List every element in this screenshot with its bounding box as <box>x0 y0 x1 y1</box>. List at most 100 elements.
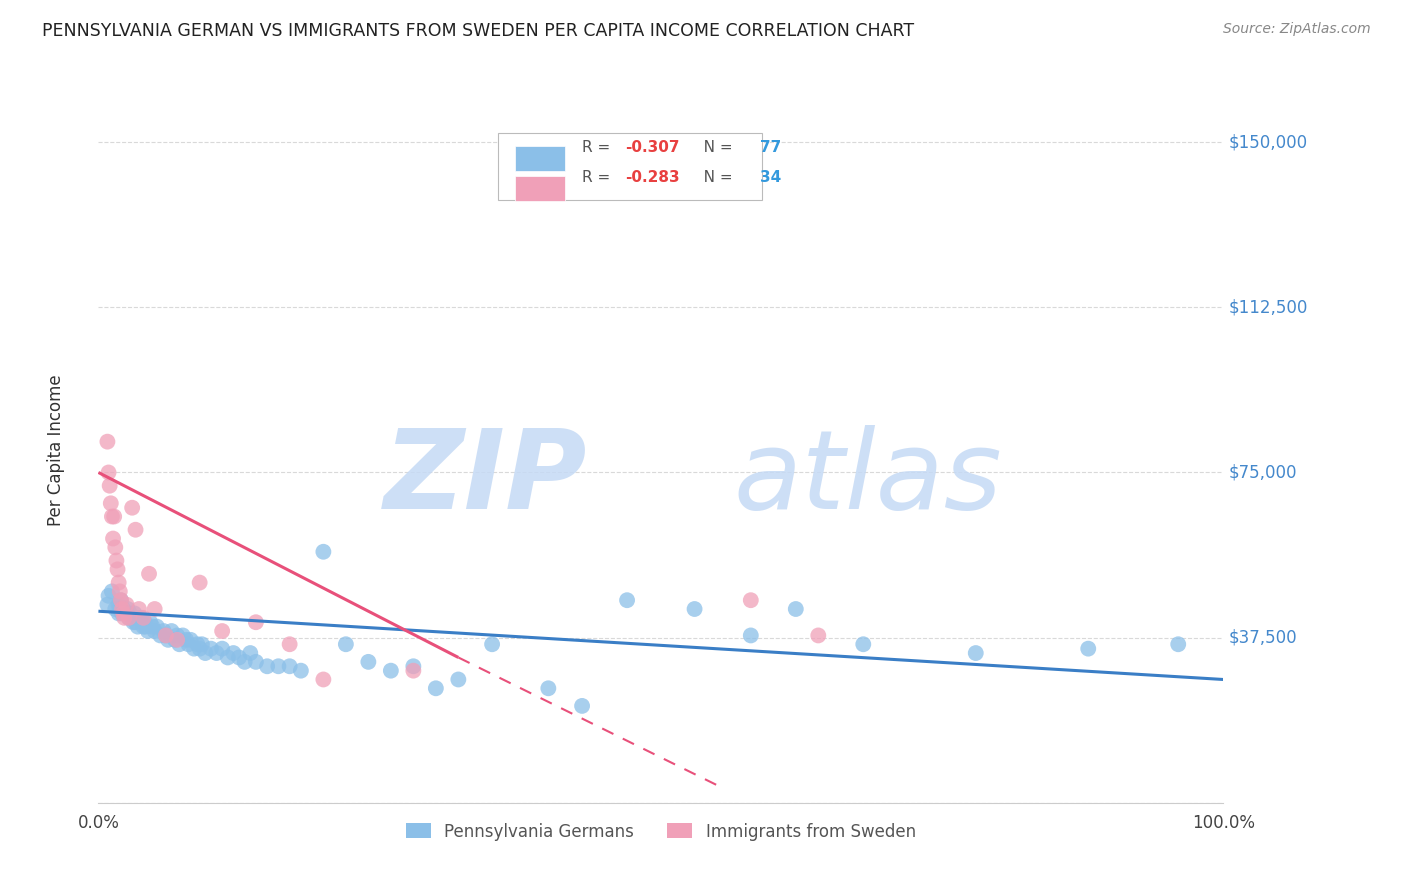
Legend: Pennsylvania Germans, Immigrants from Sweden: Pennsylvania Germans, Immigrants from Sw… <box>399 816 922 847</box>
Point <box>256 659 278 673</box>
Point <box>143 624 166 638</box>
Point <box>149 628 172 642</box>
Point <box>245 655 267 669</box>
Text: Source: ZipAtlas.com: Source: ZipAtlas.com <box>1223 22 1371 37</box>
Point <box>121 500 143 515</box>
Point <box>245 615 267 630</box>
Point <box>110 593 132 607</box>
Text: atlas: atlas <box>734 425 1002 533</box>
Point <box>807 628 830 642</box>
Point <box>191 637 214 651</box>
Point <box>112 607 135 621</box>
Text: N =: N = <box>689 140 737 155</box>
Point <box>127 619 149 633</box>
Text: $112,500: $112,500 <box>1229 298 1308 317</box>
Point <box>104 541 127 555</box>
Point <box>217 650 239 665</box>
Point <box>616 593 638 607</box>
Point <box>683 602 706 616</box>
Point <box>101 584 124 599</box>
Text: R =: R = <box>582 140 616 155</box>
Point <box>143 602 166 616</box>
Point <box>107 575 129 590</box>
Point <box>132 619 155 633</box>
Point <box>312 545 335 559</box>
Point <box>146 619 169 633</box>
Point <box>141 619 163 633</box>
Point <box>111 607 134 621</box>
Point <box>115 607 138 621</box>
FancyBboxPatch shape <box>498 134 762 201</box>
Point <box>136 624 159 638</box>
Point <box>267 659 290 673</box>
Point <box>96 434 118 449</box>
Point <box>278 659 301 673</box>
Point <box>183 641 205 656</box>
FancyBboxPatch shape <box>515 176 565 202</box>
Point <box>129 611 152 625</box>
Point <box>852 637 875 651</box>
Point <box>380 664 402 678</box>
Point <box>335 637 357 651</box>
Point <box>128 602 150 616</box>
Point <box>103 509 125 524</box>
Point <box>188 575 211 590</box>
Point <box>481 637 503 651</box>
Point <box>118 611 141 625</box>
Point <box>222 646 245 660</box>
Point <box>186 637 208 651</box>
Point <box>172 628 194 642</box>
Point <box>188 641 211 656</box>
Point <box>155 628 177 642</box>
Point <box>785 602 807 616</box>
Point <box>122 615 145 630</box>
Text: 77: 77 <box>759 140 782 155</box>
Point <box>278 637 301 651</box>
Text: -0.283: -0.283 <box>624 170 679 186</box>
Point <box>124 607 146 621</box>
Point <box>97 466 120 480</box>
Point <box>98 478 121 492</box>
Point <box>112 611 135 625</box>
Point <box>537 681 560 696</box>
Point <box>138 566 160 581</box>
Point <box>128 611 150 625</box>
Text: -0.307: -0.307 <box>624 140 679 155</box>
Point <box>174 632 197 647</box>
Point <box>1167 637 1189 651</box>
Point <box>108 584 131 599</box>
Point <box>163 632 186 647</box>
Point <box>194 646 217 660</box>
Point <box>402 659 425 673</box>
Point <box>157 632 180 647</box>
Point <box>166 628 188 642</box>
Point <box>180 632 202 647</box>
Point <box>108 602 131 616</box>
Point <box>104 602 127 616</box>
Point <box>107 598 129 612</box>
Point <box>166 632 188 647</box>
Point <box>211 641 233 656</box>
Point <box>134 615 156 630</box>
Point <box>121 611 143 625</box>
Point <box>112 602 135 616</box>
Point <box>100 496 122 510</box>
Point <box>233 655 256 669</box>
Point <box>107 607 129 621</box>
Point <box>211 624 233 638</box>
Text: $150,000: $150,000 <box>1229 133 1308 151</box>
Point <box>132 611 155 625</box>
Point <box>200 641 222 656</box>
Point <box>117 602 139 616</box>
Text: 34: 34 <box>759 170 782 186</box>
Text: R =: R = <box>582 170 616 186</box>
Point <box>239 646 262 660</box>
Text: Per Capita Income: Per Capita Income <box>46 375 65 526</box>
Point <box>160 624 183 638</box>
Point <box>124 523 146 537</box>
Point <box>96 598 118 612</box>
Point <box>155 628 177 642</box>
Point <box>228 650 250 665</box>
Point <box>447 673 470 687</box>
Point <box>105 553 128 567</box>
